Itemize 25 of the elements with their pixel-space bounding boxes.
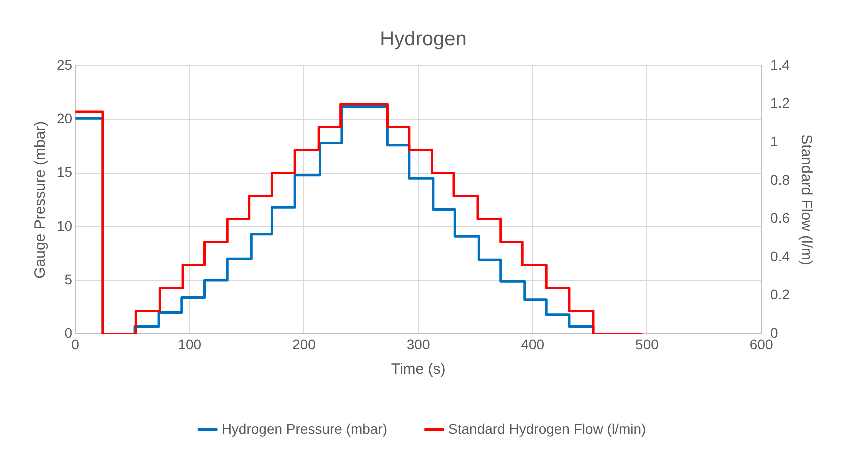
legend-label: Hydrogen Pressure (mbar)	[222, 420, 388, 437]
legend-label: Standard Hydrogen Flow (l/min)	[448, 420, 646, 437]
x-tick-label: 500	[636, 336, 660, 352]
y2-tick-label: 0.4	[770, 248, 790, 264]
y-axis-title: Gauge Pressure (mbar)	[32, 121, 50, 279]
y2-tick-label: 1.4	[770, 56, 790, 73]
y-tick-label: 10	[56, 218, 73, 234]
x-tick-label: 100	[178, 336, 202, 352]
y-tick-label: 25	[56, 56, 73, 73]
x-tick-label: 400	[521, 336, 545, 352]
y2-tick-label: 1.2	[770, 95, 790, 112]
y2-tick-label: 0.8	[770, 172, 790, 188]
y2-axis-title: Standard Flow (l/m)	[798, 134, 815, 266]
y-tick-label: 5	[64, 271, 73, 288]
y-tick-label: 20	[56, 110, 73, 126]
y2-tick-label: 0	[770, 325, 779, 342]
chart-title: Hydrogen	[380, 28, 467, 51]
y2-tick-label: 0.6	[770, 210, 790, 226]
x-axis-title: Time (s)	[391, 361, 446, 378]
y-tick-label: 15	[56, 164, 73, 180]
x-tick-label: 300	[406, 336, 430, 352]
y2-tick-label: 1	[770, 133, 779, 150]
x-tick-label: 200	[292, 336, 316, 352]
y2-tick-label: 0.2	[770, 286, 790, 303]
y-tick-label: 0	[64, 325, 73, 342]
